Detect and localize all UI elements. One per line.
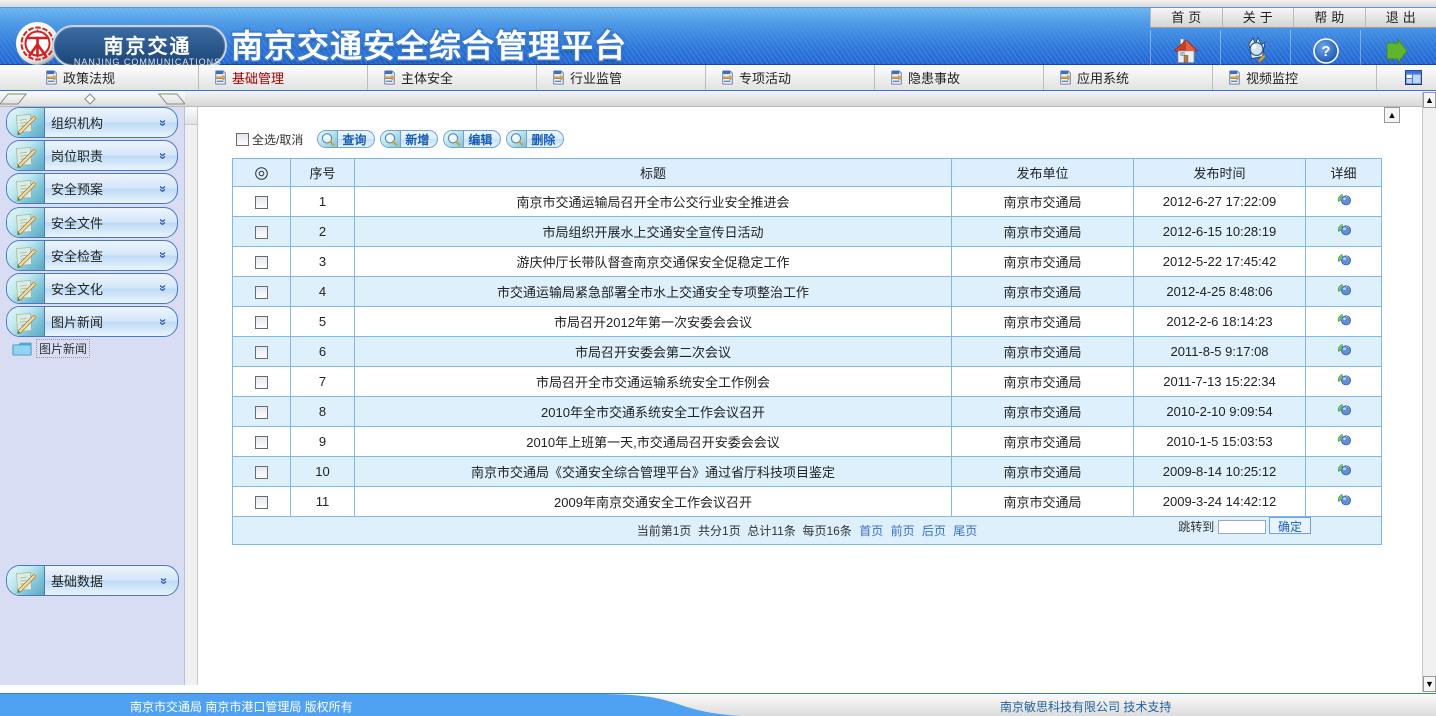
svg-text:?: ?: [1321, 43, 1330, 60]
